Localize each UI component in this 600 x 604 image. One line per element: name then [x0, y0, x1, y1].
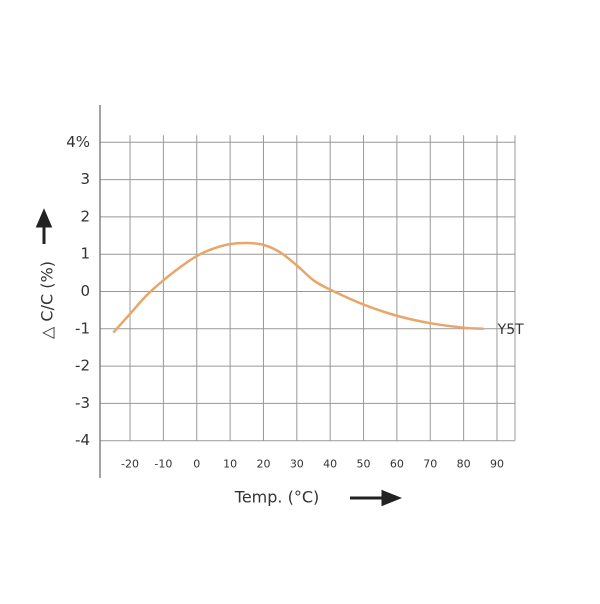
y-tick-label: -4 — [75, 431, 90, 449]
x-tick-label: 50 — [357, 458, 371, 471]
x-axis-label: Temp. (°C) — [234, 488, 319, 507]
y-tick-label: -3 — [75, 394, 90, 412]
x-tick-label: 90 — [490, 458, 504, 471]
line — [112, 241, 484, 334]
y-tick-label: 0 — [80, 282, 90, 300]
x-tick-label: 20 — [256, 458, 270, 471]
x-tick-label: 0 — [193, 458, 200, 471]
x-tick-label: 80 — [457, 458, 471, 471]
x-tick-label: 70 — [423, 458, 437, 471]
x-tick-label: 60 — [390, 458, 404, 471]
x-tick-label: 30 — [290, 458, 304, 471]
x-tick-label: -20 — [121, 458, 139, 471]
x-tick-label: 40 — [323, 458, 337, 471]
y-tick-label: 4% — [66, 133, 90, 151]
y-arrow — [35, 208, 53, 244]
y-tick-label: 3 — [80, 170, 90, 188]
y-tick-label: -2 — [75, 357, 90, 375]
x-tick-label: -10 — [154, 458, 172, 471]
series-label: Y5T — [497, 322, 524, 338]
y-axis-label: △ C/C (%) — [38, 261, 57, 339]
y-tick-label: 2 — [80, 207, 90, 225]
x-tick-label: 10 — [223, 458, 237, 471]
x-arrow — [350, 489, 403, 507]
y-tick-label: -1 — [75, 319, 90, 337]
y-tick-label: 1 — [80, 245, 90, 263]
